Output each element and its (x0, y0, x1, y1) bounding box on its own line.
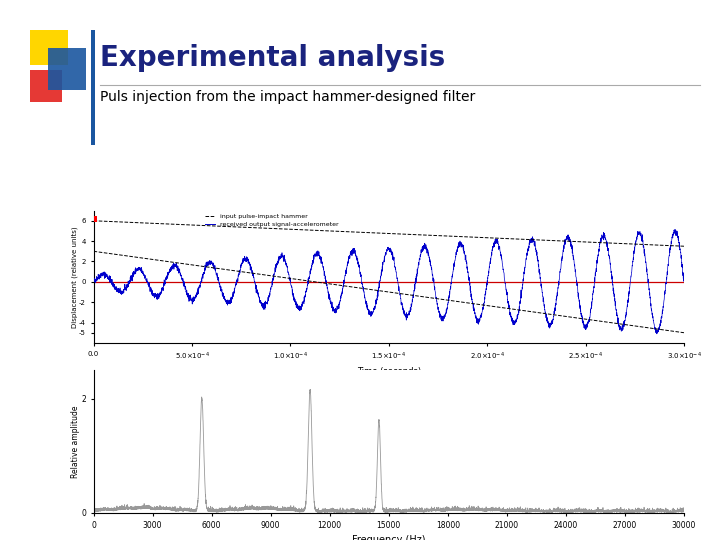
Legend: input pulse-impact hammer, received output signal-accelerometer: input pulse-impact hammer, received outp… (203, 211, 341, 230)
X-axis label: Frequency (Hz): Frequency (Hz) (352, 535, 426, 540)
Bar (30, 70, 62, 102)
Y-axis label: Displacement (relative units): Displacement (relative units) (71, 226, 78, 328)
Bar (91, 30, 95, 145)
Bar (48, 48, 86, 90)
X-axis label: Time (seconds): Time (seconds) (356, 367, 421, 376)
Text: Puls injection from the impact hammer-designed filter: Puls injection from the impact hammer-de… (100, 90, 475, 104)
Text: Experimental analysis: Experimental analysis (100, 44, 445, 72)
Y-axis label: Relative amplitude: Relative amplitude (71, 405, 80, 478)
Bar (30, 30, 68, 65)
